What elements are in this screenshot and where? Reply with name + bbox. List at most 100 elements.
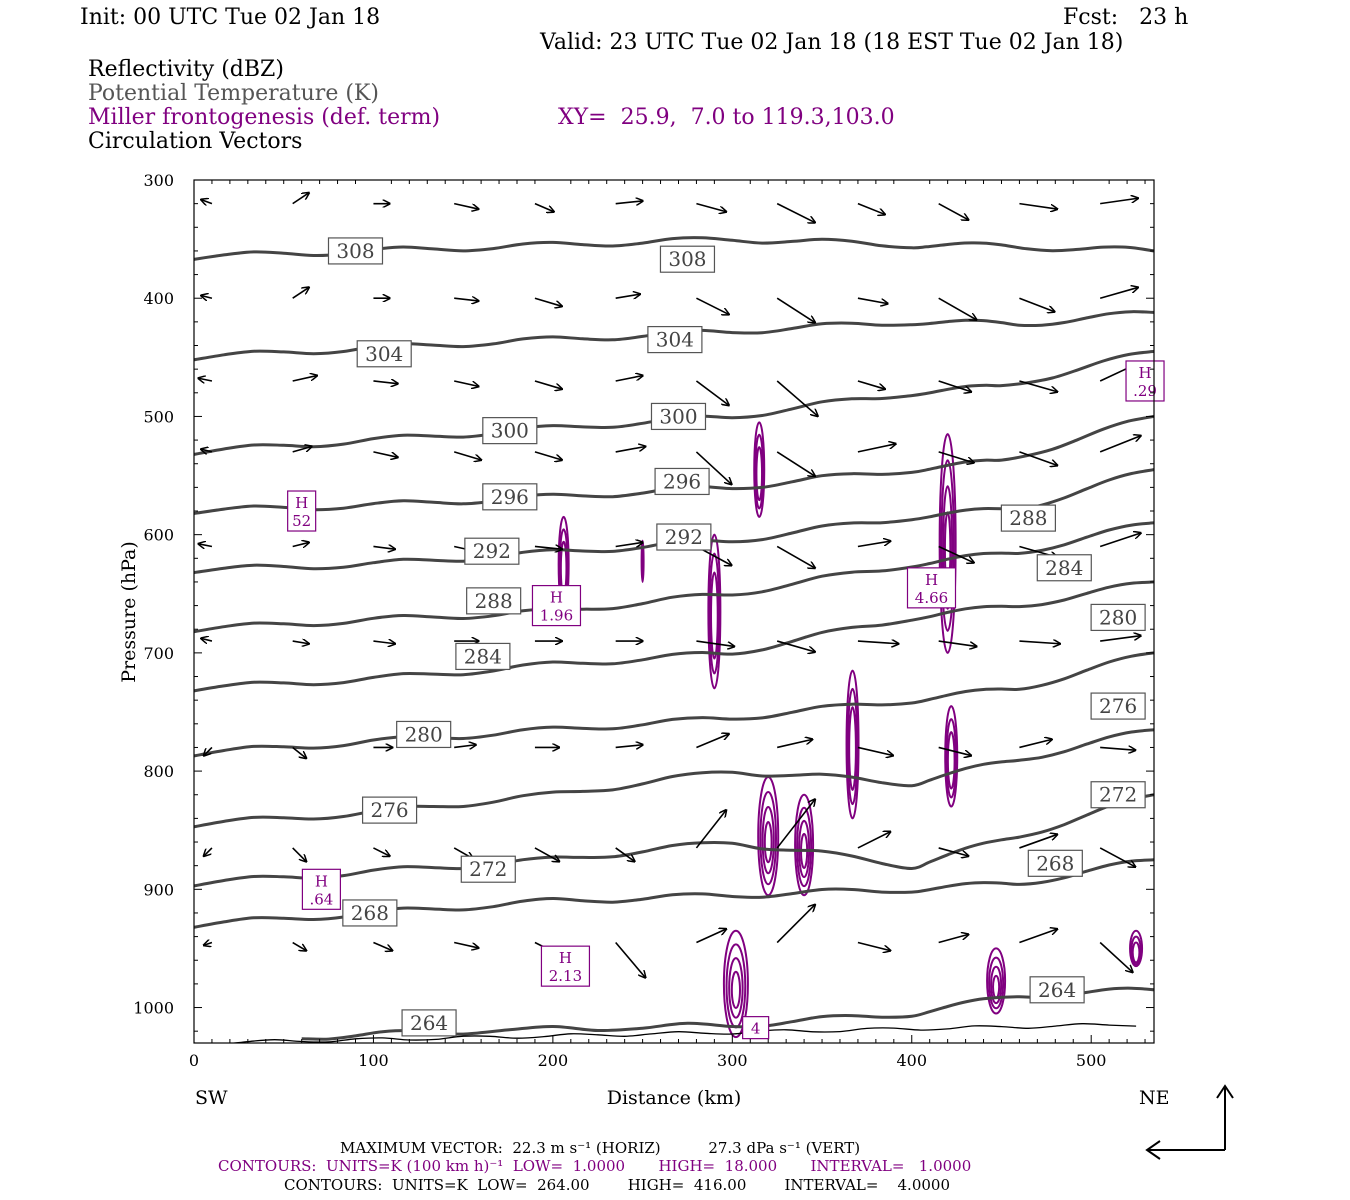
y-tick-label: 400 (143, 289, 174, 308)
forecast-hour: Fcst: 23 h (1063, 5, 1189, 30)
footer-max-vector: MAXIMUM VECTOR: 22.3 m s⁻¹ (HORIZ) 27.3 … (340, 1139, 861, 1157)
x-end-right: NE (1139, 1087, 1170, 1109)
isentrope-label-text: 296 (663, 469, 701, 493)
isentrope-label-box (482, 483, 538, 511)
frontogenesis-contour (722, 929, 749, 1039)
frontogenesis-contour (1129, 929, 1144, 968)
footer-contours-theta: CONTOURS: UNITS=K LOW= 264.00 HIGH= 416.… (284, 1176, 950, 1194)
frontogenesis-contour (944, 705, 959, 808)
isentrope-label-box (650, 402, 707, 431)
isentrope-label-text: 304 (365, 342, 403, 366)
frontogenesis-max-label: H4.66 (906, 567, 957, 609)
frontogenesis-contour (848, 706, 857, 791)
circulation-vector (615, 447, 646, 453)
frontogenesis-contour (755, 446, 764, 502)
circulation-vector (534, 451, 562, 460)
isentrope-288 (194, 521, 1154, 634)
isentrope-296 (194, 414, 1154, 515)
isentrope-label-text: 276 (370, 798, 408, 822)
circulation-vector (1019, 451, 1057, 466)
circulation-vector (1019, 297, 1054, 312)
x-tick-label: 0 (189, 1051, 199, 1070)
circulation-vector (534, 297, 562, 306)
isentrope-label: 268 (342, 899, 398, 927)
circulation-vector (615, 542, 643, 546)
field-vectors: Circulation Vectors (88, 129, 303, 154)
circulation-vector (615, 745, 643, 748)
frontogenesis-max-value: .29 (1133, 382, 1157, 400)
frontogenesis-contour (846, 687, 859, 806)
frontogenesis-contour (992, 974, 1001, 999)
isentrope-300 (194, 349, 1154, 456)
isentrope-label-box (1000, 504, 1056, 532)
x-tick-label: 100 (358, 1051, 389, 1070)
circulation-vector (1099, 533, 1141, 548)
isentrope-label-text: 292 (473, 539, 511, 563)
isentrope-label: 284 (1036, 554, 1092, 582)
frontogenesis-contour (986, 947, 1007, 1015)
circulation-vector (1100, 747, 1135, 750)
isentrope-label: 276 (361, 796, 418, 824)
frontogenesis-max-letter: H (295, 494, 308, 512)
frontogenesis-contour (710, 571, 719, 660)
circulation-vector (201, 449, 213, 452)
circulation-vector (534, 202, 554, 212)
circulation-vector (776, 202, 815, 223)
circulation-vector (292, 641, 309, 644)
orientation-arrows-icon (1145, 1084, 1234, 1160)
isentrope-label-text: 268 (351, 901, 389, 925)
circulation-vector (938, 380, 971, 392)
circulation-vector (696, 734, 728, 749)
circulation-vector (938, 847, 969, 856)
frontogenesis-max-letter: H (559, 949, 572, 967)
circulation-vector (373, 546, 395, 549)
valid-time: Valid: 23 UTC Tue 02 Jan 18 (18 EST Tue … (540, 30, 1124, 55)
circulation-vector (857, 297, 888, 303)
isentrope-276 (194, 728, 1154, 829)
frontogenesis-max-box (287, 490, 317, 532)
frontogenesis-contour (1130, 935, 1142, 966)
circulation-vector (857, 832, 890, 849)
circulation-vector (857, 746, 893, 755)
circulation-vector (1099, 287, 1138, 299)
y-tick-label: 500 (143, 407, 174, 426)
frontogenesis-max-box (742, 1016, 770, 1040)
circulation-vector (938, 640, 977, 646)
isentrope-label-box (464, 537, 520, 565)
y-tick-label: 900 (143, 880, 174, 899)
isentrope-label: 292 (464, 537, 520, 565)
circulation-vector (615, 201, 643, 204)
isentrope-label-text: 288 (475, 589, 513, 613)
isentrope-label-text: 272 (469, 857, 507, 881)
isentrope-label-box (466, 587, 522, 615)
circulation-vector (1100, 198, 1138, 205)
frontogenesis-contour (945, 718, 957, 799)
circulation-vector (1019, 834, 1057, 849)
isentrope-label: 272 (460, 855, 516, 883)
circulation-vector (292, 847, 307, 862)
isentrope-label: 264 (1029, 976, 1085, 1004)
circulation-vector (373, 641, 395, 644)
isentrope-label: 296 (654, 467, 710, 496)
frontogenesis-max-label: 4 (742, 1016, 770, 1040)
isentrope-label: 300 (482, 417, 538, 445)
frontogenesis-max-value: 52 (292, 512, 311, 530)
isentrope-label-box (401, 1009, 457, 1037)
circulation-vector (534, 380, 562, 389)
isentrope-label-text: 276 (1099, 694, 1137, 718)
circulation-vector (453, 451, 481, 460)
circulation-vector (454, 298, 478, 301)
isentrope-label: 300 (650, 402, 707, 431)
circulation-vector (776, 739, 812, 749)
frontogenesis-max-box (531, 584, 582, 627)
surface-line (194, 1023, 1137, 1043)
y-tick-label: 800 (143, 762, 174, 781)
circulation-vector (857, 941, 890, 951)
cross-section-xy: XY= 25.9, 7.0 to 119.3,103.0 (558, 105, 895, 130)
circulation-vector (1099, 941, 1132, 973)
circulation-vector (695, 810, 726, 849)
circulation-vector (776, 545, 815, 568)
circulation-vector (201, 200, 213, 204)
isentrope-label: 268 (1027, 849, 1083, 877)
